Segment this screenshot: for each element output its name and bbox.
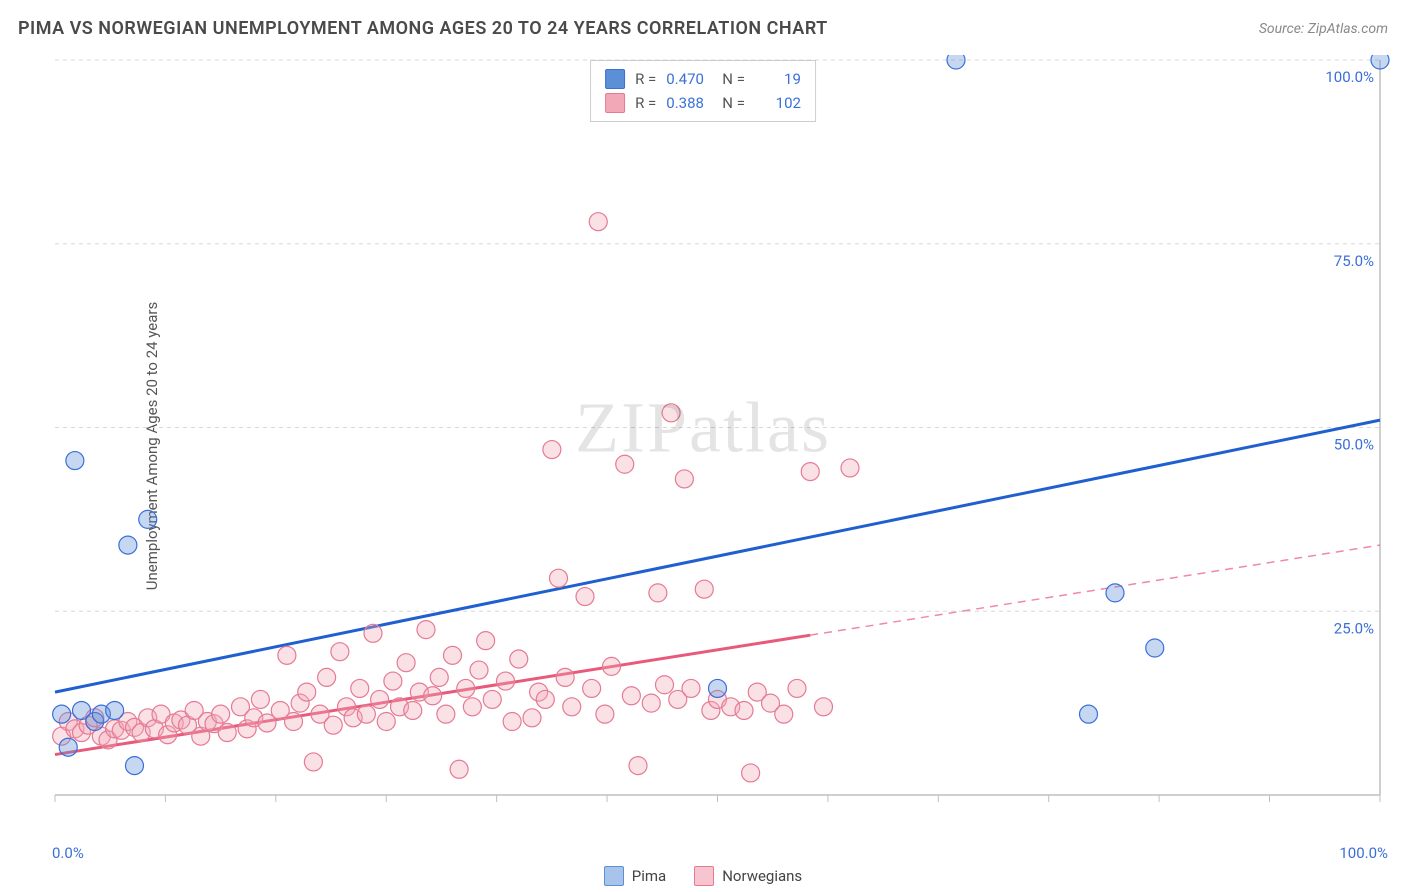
- legend-item-pima: Pima: [604, 866, 666, 886]
- legend-item-norwegians: Norwegians: [694, 866, 802, 886]
- legend-label: Pima: [632, 867, 666, 885]
- svg-text:100.0%: 100.0%: [1325, 68, 1374, 86]
- svg-text:75.0%: 75.0%: [1334, 252, 1374, 270]
- legend-r-value: 0.388: [666, 91, 712, 115]
- chart-header: PIMA VS NORWEGIAN UNEMPLOYMENT AMONG AGE…: [18, 18, 1388, 39]
- legend-r-label: R =: [635, 91, 656, 115]
- legend-row-pima: R = 0.470 N = 19: [605, 67, 801, 91]
- legend-n-label: N =: [722, 91, 745, 115]
- legend-row-norwegians: R = 0.388 N = 102: [605, 91, 801, 115]
- legend-n-value: 19: [755, 67, 801, 91]
- legend-r-value: 0.470: [666, 67, 712, 91]
- svg-text:50.0%: 50.0%: [1334, 436, 1374, 454]
- correlation-legend: R = 0.470 N = 19 R = 0.388 N = 102: [590, 60, 816, 122]
- legend-label: Norwegians: [722, 867, 802, 885]
- x-axis-max-label: 100.0%: [1339, 844, 1388, 862]
- chart-source: Source: ZipAtlas.com: [1259, 21, 1388, 37]
- swatch-norwegians: [694, 866, 714, 886]
- svg-text:25.0%: 25.0%: [1334, 619, 1374, 637]
- swatch-pima: [604, 866, 624, 886]
- chart-svg: 25.0% 50.0% 75.0% 100.0%: [50, 55, 1390, 815]
- legend-n-label: N =: [722, 67, 745, 91]
- x-axis-min-label: 0.0%: [52, 844, 84, 862]
- bottom-legend: Pima Norwegians: [0, 866, 1406, 886]
- legend-n-value: 102: [755, 91, 801, 115]
- plot-area: 25.0% 50.0% 75.0% 100.0%: [50, 55, 1390, 815]
- swatch-pima: [605, 69, 625, 89]
- chart-title: PIMA VS NORWEGIAN UNEMPLOYMENT AMONG AGE…: [18, 18, 828, 39]
- swatch-norwegians: [605, 93, 625, 113]
- legend-r-label: R =: [635, 67, 656, 91]
